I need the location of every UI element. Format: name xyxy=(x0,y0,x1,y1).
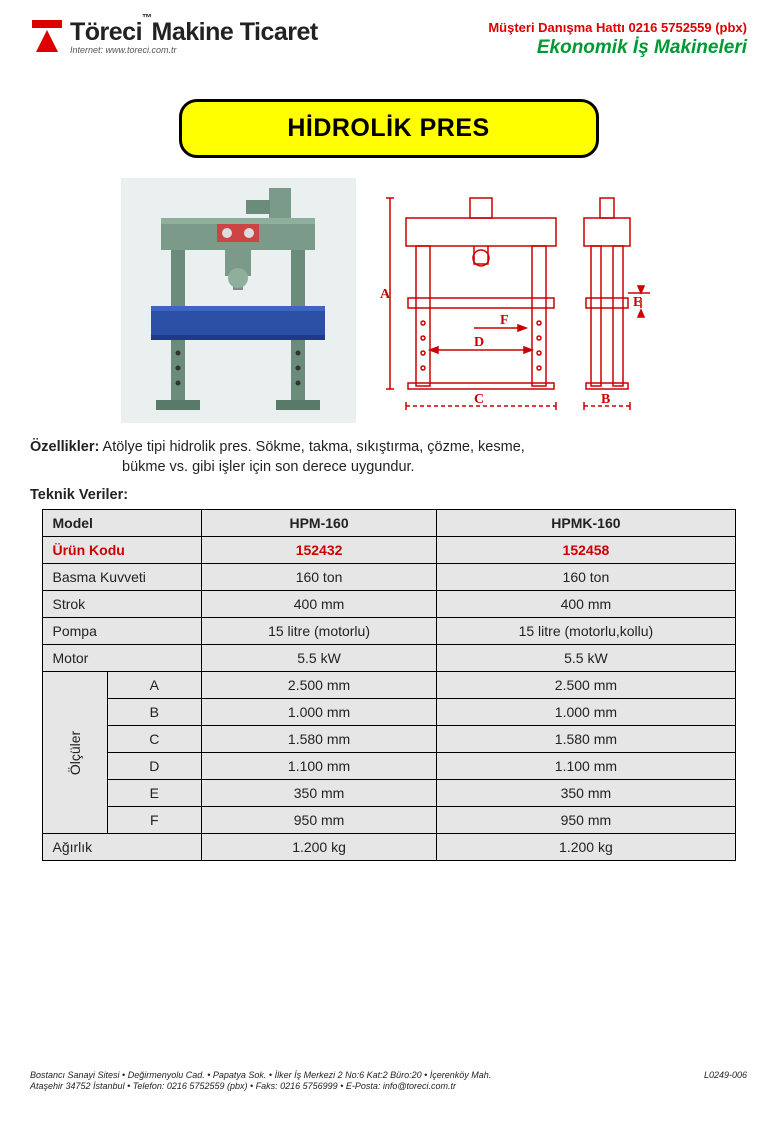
brand-tm: ™ xyxy=(142,13,152,24)
title-box: HİDROLİK PRES xyxy=(179,99,599,158)
dim-key: E xyxy=(107,780,201,807)
features-label: Özellikler: xyxy=(30,439,99,455)
row-label: Pompa xyxy=(42,618,201,645)
product-code-2: 152458 xyxy=(437,537,735,564)
cell: 2.500 mm xyxy=(437,672,735,699)
footer-docref: L0249-006 xyxy=(704,1070,747,1093)
table-row: D 1.100 mm 1.100 mm xyxy=(42,753,735,780)
header-right: Müşteri Danışma Hattı 0216 5752559 (pbx)… xyxy=(488,18,747,59)
diagram-label-d: D xyxy=(474,335,484,350)
company-logo-icon xyxy=(30,18,64,54)
diagram-label-e: E xyxy=(633,295,642,310)
product-photo xyxy=(121,178,356,423)
cell: 1.200 kg xyxy=(201,834,437,861)
weight-label: Ağırlık xyxy=(42,834,201,861)
cell: 5.5 kW xyxy=(437,645,735,672)
table-row: E 350 mm 350 mm xyxy=(42,780,735,807)
dim-key: F xyxy=(107,807,201,834)
th-col2: HPMK-160 xyxy=(437,510,735,537)
footer-address: Bostancı Sanayi Sitesi • Değirmenyolu Ca… xyxy=(30,1070,491,1093)
cell: 1.000 mm xyxy=(201,699,437,726)
features-line1: Atölye tipi hidrolik pres. Sökme, takma,… xyxy=(103,439,525,455)
cell: 15 litre (motorlu) xyxy=(201,618,437,645)
table-row: Motor 5.5 kW 5.5 kW xyxy=(42,645,735,672)
brand-post: Makine Ticaret xyxy=(152,18,318,46)
dimension-diagram: A C D F B E xyxy=(366,178,656,423)
cell: 1.100 mm xyxy=(201,753,437,780)
table-row: Model HPM-160 HPMK-160 xyxy=(42,510,735,537)
cell: 400 mm xyxy=(437,591,735,618)
internet-url: Internet: www.toreci.com.tr xyxy=(70,45,318,55)
features-block: Özellikler: Atölye tipi hidrolik pres. S… xyxy=(30,438,747,477)
cell: 1.200 kg xyxy=(437,834,735,861)
product-code-label: Ürün Kodu xyxy=(42,537,201,564)
table-row: Ölçüler A 2.500 mm 2.500 mm xyxy=(42,672,735,699)
table-row: Ürün Kodu 152432 152458 xyxy=(42,537,735,564)
cell: 1.100 mm xyxy=(437,753,735,780)
th-col1: HPM-160 xyxy=(201,510,437,537)
cell: 950 mm xyxy=(201,807,437,834)
cell: 350 mm xyxy=(437,780,735,807)
table-row: Strok 400 mm 400 mm xyxy=(42,591,735,618)
cell: 1.580 mm xyxy=(201,726,437,753)
olculer-vlabel: Ölçüler xyxy=(42,672,107,834)
cell: 1.000 mm xyxy=(437,699,735,726)
spec-table: Model HPM-160 HPMK-160 Ürün Kodu 152432 … xyxy=(42,509,736,861)
features-line2: bükme vs. gibi işler için son derece uyg… xyxy=(30,458,747,478)
diagram-label-f: F xyxy=(500,313,509,328)
hotline-text: Müşteri Danışma Hattı 0216 5752559 (pbx) xyxy=(488,20,747,35)
table-row: F 950 mm 950 mm xyxy=(42,807,735,834)
cell: 350 mm xyxy=(201,780,437,807)
row-label: Strok xyxy=(42,591,201,618)
brand-pre: Töreci xyxy=(70,18,142,46)
table-row: Ağırlık 1.200 kg 1.200 kg xyxy=(42,834,735,861)
diagram-label-c: C xyxy=(474,392,484,407)
table-row: C 1.580 mm 1.580 mm xyxy=(42,726,735,753)
th-model: Model xyxy=(42,510,201,537)
cell: 1.580 mm xyxy=(437,726,735,753)
page-header: Töreci™Makine Ticaret Internet: www.tore… xyxy=(30,18,747,59)
page-footer: Bostancı Sanayi Sitesi • Değirmenyolu Ca… xyxy=(30,1070,747,1093)
tagline-text: Ekonomik İş Makineleri xyxy=(488,37,747,59)
cell: 160 ton xyxy=(201,564,437,591)
cell: 15 litre (motorlu,kollu) xyxy=(437,618,735,645)
dim-key: D xyxy=(107,753,201,780)
logo-block: Töreci™Makine Ticaret Internet: www.tore… xyxy=(30,18,318,55)
row-label: Basma Kuvveti xyxy=(42,564,201,591)
product-code-1: 152432 xyxy=(201,537,437,564)
brand-name: Töreci™Makine Ticaret xyxy=(70,18,318,47)
table-row: Pompa 15 litre (motorlu) 15 litre (motor… xyxy=(42,618,735,645)
footer-line2: Ataşehir 34752 İstanbul • Telefon: 0216 … xyxy=(30,1081,491,1093)
diagram-label-a: A xyxy=(380,287,391,302)
images-row: A C D F B E xyxy=(30,178,747,423)
dim-key: B xyxy=(107,699,201,726)
table-row: B 1.000 mm 1.000 mm xyxy=(42,699,735,726)
dim-key: A xyxy=(107,672,201,699)
footer-line1: Bostancı Sanayi Sitesi • Değirmenyolu Ca… xyxy=(30,1070,491,1082)
cell: 2.500 mm xyxy=(201,672,437,699)
table-row: Basma Kuvveti 160 ton 160 ton xyxy=(42,564,735,591)
diagram-label-b: B xyxy=(601,392,610,407)
techdata-label: Teknik Veriler: xyxy=(30,487,747,503)
cell: 400 mm xyxy=(201,591,437,618)
cell: 5.5 kW xyxy=(201,645,437,672)
cell: 950 mm xyxy=(437,807,735,834)
cell: 160 ton xyxy=(437,564,735,591)
dim-key: C xyxy=(107,726,201,753)
page-title: HİDROLİK PRES xyxy=(287,114,489,142)
row-label: Motor xyxy=(42,645,201,672)
